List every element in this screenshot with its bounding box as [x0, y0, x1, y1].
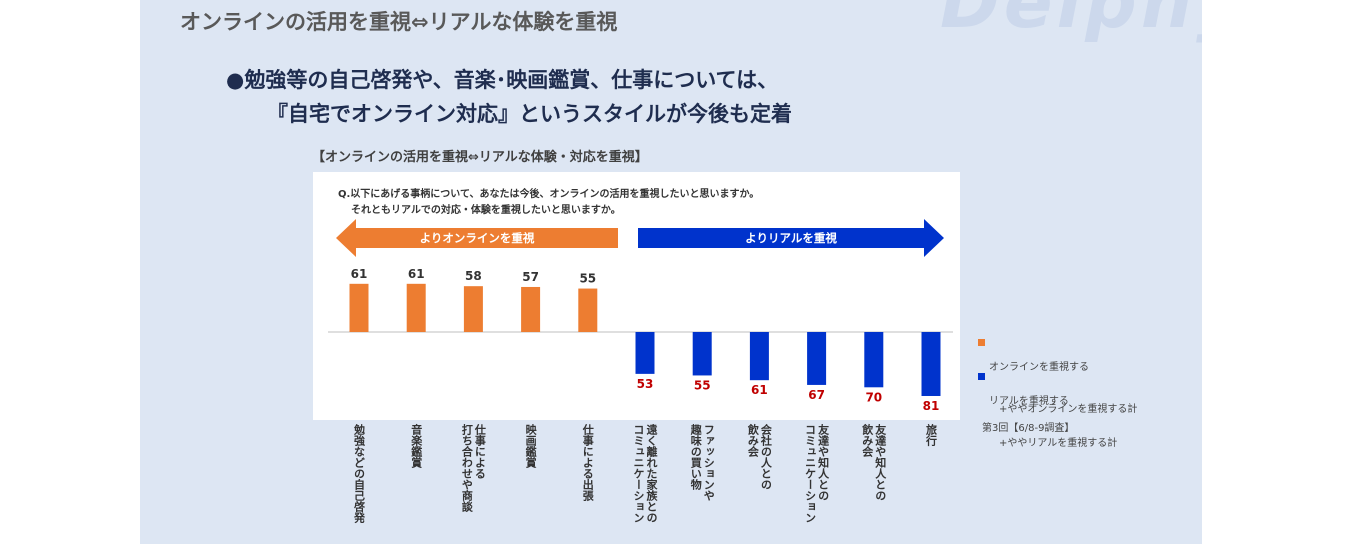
bar-online-2 [463, 286, 483, 332]
legend-real-line1: リアルを重視する [989, 396, 1069, 407]
bar-chart: 61 61 58 57 55 53 55 61 67 70 81 [328, 267, 953, 413]
headline-line-2: 『自宅でオンライン対応』というスタイルが今後も定着 [267, 102, 792, 126]
category-label-4: 仕事による出張 [581, 424, 595, 501]
bar-real-5 [635, 332, 655, 374]
chart-panel: Q.以下にあげる事柄について、あなたは今後、オンラインの活用を重視したいと思いま… [313, 172, 960, 420]
bar-online-1 [406, 283, 426, 332]
legend-swatch-real [978, 373, 985, 380]
category-label-10: 旅行 [924, 424, 938, 446]
arrow-left-icon [336, 219, 618, 257]
survey-note: 第3回【6/8-9調査】 [982, 423, 1075, 434]
legend-swatch-online [978, 339, 985, 346]
chart-caption: 【オンラインの活用を重視⇔リアルな体験・対応を重視】 [312, 150, 648, 165]
category-label-3: 映画鑑賞 [524, 424, 538, 468]
category-label-6: ファッションや 趣味の買い物 [689, 424, 716, 501]
bar-online-3 [521, 286, 541, 332]
legend-online-line2: +ややオンラインを重視する計 [999, 404, 1138, 415]
category-label-2: 仕事による 打ち合わせや商談 [460, 424, 487, 512]
bar-real-7 [749, 332, 769, 381]
legend-real-line2: +ややリアルを重視する計 [999, 438, 1118, 449]
data-label-online-3: 57 [522, 270, 539, 284]
bar-online-0 [349, 283, 369, 332]
arrow-online-label: よりオンラインを重視 [419, 231, 535, 245]
data-label-real-7: 61 [751, 383, 768, 397]
data-label-real-8: 67 [808, 388, 825, 402]
data-label-online-0: 61 [351, 267, 368, 281]
bar-real-9 [864, 332, 884, 388]
bar-real-8 [807, 332, 827, 385]
data-label-online-4: 55 [579, 272, 596, 286]
category-label-8: 友達や知人との コミュニケーション [803, 424, 830, 523]
category-label-9: 友達や知人との 飲み会 [860, 424, 887, 501]
arrow-real-label: よりリアルを重視 [745, 231, 837, 245]
question-line-2: それともリアルでの対応・体験を重視したいと思いますか。 [351, 205, 621, 216]
watermark-logo: Delphys [940, 0, 1202, 44]
category-label-5: 遠く離れた家族との コミュニケーション [632, 424, 658, 523]
bar-real-6 [692, 332, 712, 376]
category-label-1: 音楽鑑賞 [409, 424, 423, 468]
data-label-online-1: 61 [408, 267, 425, 281]
category-label-0: 勉強などの自己啓発 [352, 424, 366, 523]
arrow-right-icon [638, 219, 944, 257]
data-label-real-10: 81 [923, 399, 940, 413]
headline-line-1: ●勉強等の自己啓発や、音楽･映画鑑賞、仕事については、 [226, 68, 779, 92]
arrow-real: よりリアルを重視 [638, 219, 944, 257]
slide-title: オンラインの活用を重視⇔リアルな体験を重視 [180, 10, 618, 34]
data-label-real-5: 53 [637, 377, 654, 391]
data-label-real-6: 55 [694, 378, 711, 392]
arrow-online: よりオンラインを重視 [336, 219, 618, 257]
slide: Delphys オンラインの活用を重視⇔リアルな体験を重視 ●勉強等の自己啓発や… [140, 0, 1202, 544]
bar-real-10 [921, 332, 941, 396]
question-line-1: Q.以下にあげる事柄について、あなたは今後、オンラインの活用を重視したいと思いま… [338, 189, 760, 200]
data-label-real-9: 70 [865, 390, 882, 404]
category-label-7: 会社の人との 飲み会 [746, 424, 773, 490]
data-label-online-2: 58 [465, 269, 482, 283]
legend-online-line1: オンラインを重視する [989, 362, 1089, 373]
bar-online-4 [578, 288, 598, 332]
